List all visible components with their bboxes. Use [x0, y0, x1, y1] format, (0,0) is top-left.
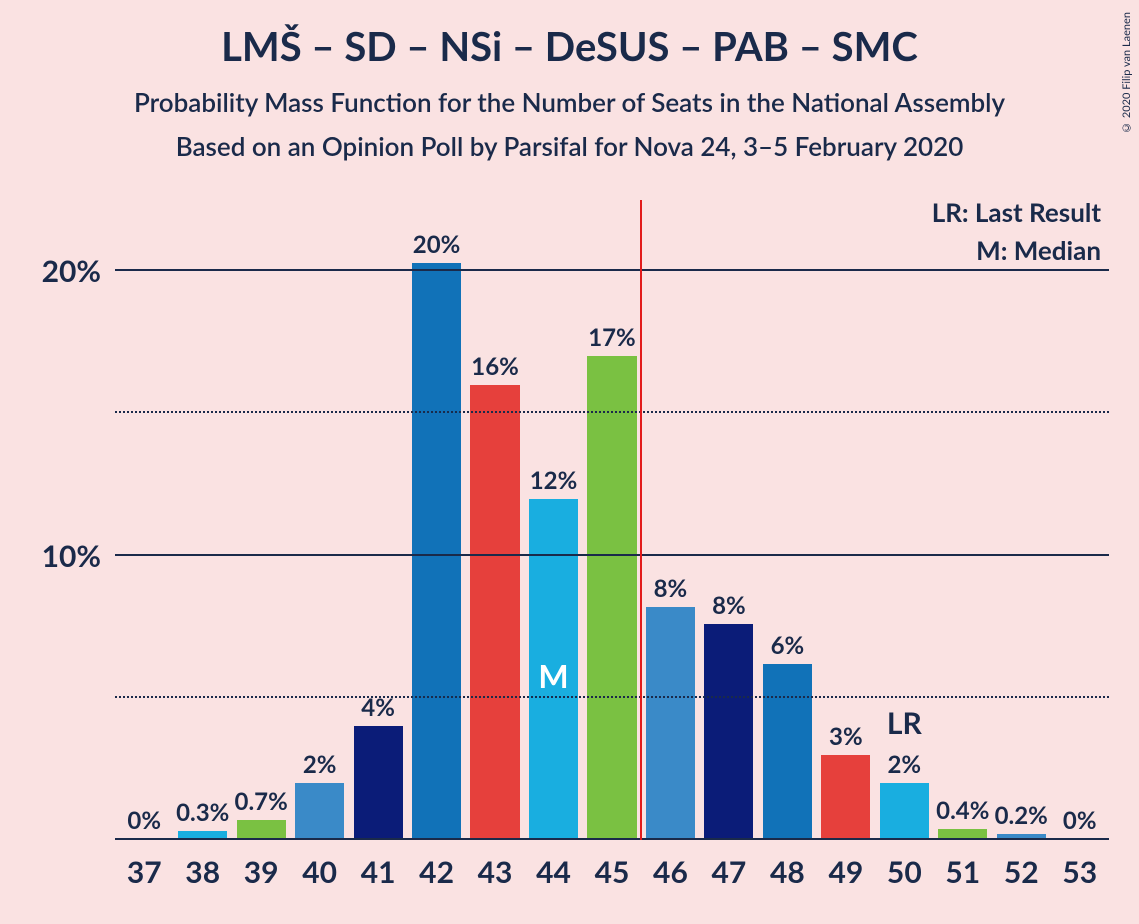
bar: 20% [412, 263, 461, 840]
x-axis-tick: 40 [302, 840, 337, 890]
bar-slot: 2%40 [290, 200, 348, 840]
x-axis-tick: 39 [244, 840, 279, 890]
gridline-minor [115, 696, 1109, 698]
gridline-major [115, 554, 1109, 556]
y-axis-tick: 10% [42, 538, 115, 574]
last-result-marker: LR [887, 705, 922, 741]
x-axis-tick: 43 [478, 840, 513, 890]
x-axis-tick: 41 [361, 840, 396, 890]
bar-value-label: 3% [829, 722, 863, 755]
chart-subtitle-1: Probability Mass Function for the Number… [0, 86, 1139, 118]
bar: 2% [880, 783, 929, 840]
bar-value-label: 2% [888, 750, 922, 783]
bar-slot: 8%46 [641, 200, 699, 840]
x-axis-tick: 53 [1062, 840, 1097, 890]
bar-value-label: 0.4% [936, 796, 989, 829]
bar: 3% [821, 755, 870, 840]
bar-slot: 12%M44 [524, 200, 582, 840]
bar-value-label: 17% [588, 323, 636, 356]
x-axis-tick: 49 [828, 840, 863, 890]
bar-value-label: 8% [654, 574, 688, 607]
bar: 6% [763, 664, 812, 840]
bar-value-label: 0.7% [235, 787, 288, 820]
x-axis-tick: 37 [127, 840, 162, 890]
bar-slot: 0.4%51 [934, 200, 992, 840]
bar-slot: 0.2%52 [992, 200, 1050, 840]
bar-slot: 0%37 [115, 200, 173, 840]
median-marker: M [538, 656, 568, 695]
bar-slot: 0.3%38 [173, 200, 231, 840]
bar-slot: 16%43 [466, 200, 524, 840]
x-axis-tick: 52 [1004, 840, 1039, 890]
bar-slot: 17%45 [583, 200, 641, 840]
gridline-major [115, 269, 1109, 271]
bar-value-label: 16% [471, 352, 519, 385]
chart-plot-area: LR: Last Result M: Median 0%370.3%380.7%… [115, 200, 1109, 840]
copyright-text: © 2020 Filip van Laenen [1120, 12, 1133, 134]
bar: 8% [704, 624, 753, 840]
bar-value-label: 0% [1063, 806, 1097, 839]
x-axis-tick: 45 [595, 840, 630, 890]
y-axis-tick: 20% [42, 253, 115, 289]
majority-threshold-line [640, 200, 642, 840]
bar-value-label: 0.3% [176, 798, 229, 831]
bar-value-label: 6% [771, 631, 805, 664]
bar: 17% [587, 356, 636, 840]
x-axis-tick: 44 [536, 840, 571, 890]
bar-slot: 2%50 [875, 200, 933, 840]
bar-value-label: 0% [127, 806, 161, 839]
bar-value-label: 4% [361, 693, 395, 726]
bar: 12%M [529, 499, 578, 840]
bar-slot: 3%49 [817, 200, 875, 840]
x-axis-baseline [115, 838, 1109, 840]
bar-value-label: 12% [530, 466, 578, 499]
bar-slot: 8%47 [700, 200, 758, 840]
x-axis-tick: 50 [887, 840, 922, 890]
bar: 4% [354, 726, 403, 840]
x-axis-tick: 48 [770, 840, 805, 890]
bar: 8% [646, 607, 695, 840]
chart-title: LMŠ – SD – NSi – DeSUS – PAB – SMC [0, 0, 1139, 70]
bar: 2% [295, 783, 344, 840]
bar-value-label: 8% [712, 591, 746, 624]
bar-slot: 0%53 [1051, 200, 1109, 840]
gridline-minor [115, 411, 1109, 413]
x-axis-tick: 51 [945, 840, 980, 890]
bar-slot: 20%42 [407, 200, 465, 840]
x-axis-tick: 38 [185, 840, 220, 890]
bar: 16% [470, 385, 519, 840]
bar-value-label: 20% [413, 230, 461, 263]
bar-slot: 0.7%39 [232, 200, 290, 840]
bars-container: 0%370.3%380.7%392%404%4120%4216%4312%M44… [115, 200, 1109, 840]
chart-subtitle-2: Based on an Opinion Poll by Parsifal for… [0, 130, 1139, 162]
bar-value-label: 0.2% [995, 801, 1048, 834]
bar-slot: 6%48 [758, 200, 816, 840]
x-axis-tick: 47 [712, 840, 747, 890]
x-axis-tick: 42 [419, 840, 454, 890]
bar: 0.7% [237, 820, 286, 840]
x-axis-tick: 46 [653, 840, 688, 890]
bar-slot: 4%41 [349, 200, 407, 840]
bar-value-label: 2% [303, 750, 337, 783]
